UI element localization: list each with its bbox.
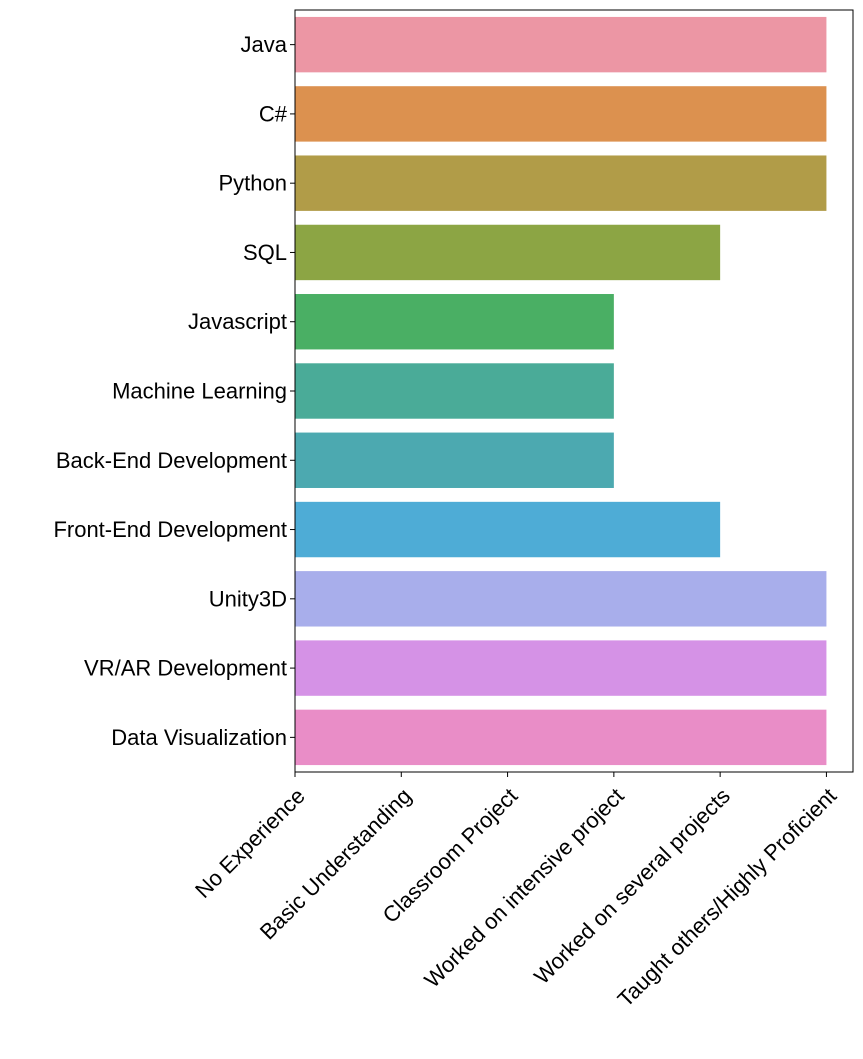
plot-frame <box>294 9 854 773</box>
y-tick-label: Back-End Development <box>56 448 287 473</box>
bar-java <box>295 16 827 73</box>
y-tick-label: VR/AR Development <box>84 656 287 681</box>
x-tick-label: Worked on intensive project <box>419 783 628 992</box>
y-axis: Java C# Python SQL Javascript Machine Learnin… <box>53 32 295 750</box>
x-tick-label: Worked on several projects <box>529 783 735 989</box>
y-tick-label: Python <box>219 171 288 196</box>
y-tick-label: Java <box>241 32 288 57</box>
bars-group <box>295 16 827 766</box>
y-tick-label: Unity3D <box>209 586 287 611</box>
bar-c <box>295 86 827 142</box>
bar-sql <box>295 224 721 281</box>
y-tick-label: SQL <box>243 240 287 265</box>
y-tick-label: C# <box>259 101 288 126</box>
bar-unity3d <box>295 571 827 627</box>
y-tick-label: Javascript <box>188 309 287 334</box>
x-tick-label: Taught others/Highly Proficient <box>613 783 842 1012</box>
bar-vr-ar-development <box>295 640 827 696</box>
y-tick-label: Machine Learning <box>112 379 287 404</box>
bar-javascript <box>295 294 614 350</box>
bar-python <box>295 155 827 211</box>
bar-machine-learning <box>295 363 614 419</box>
x-tick-label: No Experience <box>190 783 310 903</box>
bar-data-visualization <box>295 709 827 766</box>
bar-front-end-development <box>295 501 721 558</box>
y-tick-label: Data Visualization <box>111 725 287 750</box>
y-tick-label: Front-End Development <box>53 517 287 542</box>
bar-back-end-development <box>295 432 614 488</box>
